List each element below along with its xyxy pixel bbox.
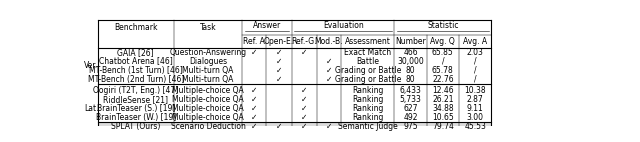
Text: ✓: ✓: [251, 122, 257, 131]
Text: Question-Answering: Question-Answering: [170, 48, 246, 57]
Text: Exact Match: Exact Match: [344, 48, 392, 57]
Text: ✓: ✓: [275, 57, 282, 66]
Text: Avg. Q: Avg. Q: [431, 37, 455, 46]
Text: ✓: ✓: [301, 113, 307, 122]
Text: ✓: ✓: [275, 75, 282, 83]
Text: ✓: ✓: [301, 122, 307, 131]
Text: ✓: ✓: [301, 86, 307, 95]
Text: 2.87: 2.87: [467, 95, 483, 104]
Text: Scenario Deduction: Scenario Deduction: [170, 122, 245, 131]
Text: 26.21: 26.21: [432, 95, 454, 104]
Text: 12.46: 12.46: [432, 86, 454, 95]
Text: ✓: ✓: [275, 122, 282, 131]
Text: /: /: [442, 57, 444, 66]
Text: Ref. A: Ref. A: [243, 37, 265, 46]
Text: Ref.-G.: Ref.-G.: [291, 37, 317, 46]
Text: ✓: ✓: [275, 66, 282, 75]
Text: Grading or Battle: Grading or Battle: [335, 66, 401, 75]
Text: Chatbot Arena [46]: Chatbot Arena [46]: [99, 57, 173, 66]
Text: 3.00: 3.00: [467, 113, 484, 122]
Text: 10.65: 10.65: [432, 113, 454, 122]
Text: ✓: ✓: [301, 104, 307, 113]
Text: /: /: [474, 66, 476, 75]
Text: 492: 492: [403, 113, 418, 122]
Text: 627: 627: [403, 104, 418, 113]
Text: 65.85: 65.85: [432, 48, 454, 57]
Text: Mod.-B.: Mod.-B.: [315, 37, 343, 46]
Text: 22.76: 22.76: [432, 75, 454, 83]
Text: BrainTeaser (W.) [19]: BrainTeaser (W.) [19]: [95, 113, 176, 122]
Text: Evaluation: Evaluation: [323, 21, 364, 30]
Text: ✓: ✓: [301, 95, 307, 104]
Text: Avg. A: Avg. A: [463, 37, 487, 46]
Text: 79.74: 79.74: [432, 122, 454, 131]
Text: 975: 975: [403, 122, 418, 131]
Text: Ranking: Ranking: [352, 104, 383, 113]
Text: ✓: ✓: [251, 104, 257, 113]
Text: Benchmark: Benchmark: [114, 23, 157, 32]
Text: Grading or Battle: Grading or Battle: [335, 75, 401, 83]
Text: 2.03: 2.03: [467, 48, 483, 57]
Text: MT-Bench (1st Turn) [46]: MT-Bench (1st Turn) [46]: [89, 66, 182, 75]
Text: Answer: Answer: [253, 21, 281, 30]
Text: Battle: Battle: [356, 57, 380, 66]
Text: 80: 80: [406, 75, 415, 83]
Text: Task: Task: [200, 23, 216, 32]
Text: ✓: ✓: [251, 95, 257, 104]
Text: Number: Number: [396, 37, 426, 46]
Text: Dialogues: Dialogues: [189, 57, 227, 66]
Text: ✓: ✓: [326, 75, 332, 83]
Text: BrainTeaser (S.) [19]: BrainTeaser (S.) [19]: [97, 104, 175, 113]
Text: 30,000: 30,000: [397, 57, 424, 66]
Text: /: /: [474, 57, 476, 66]
Text: ✓: ✓: [301, 48, 307, 57]
Text: ✓: ✓: [326, 66, 332, 75]
Text: Ranking: Ranking: [352, 95, 383, 104]
Text: Lat.: Lat.: [84, 104, 99, 113]
Text: 9.11: 9.11: [467, 104, 483, 113]
Text: 466: 466: [403, 48, 418, 57]
Text: Open-E.: Open-E.: [264, 37, 294, 46]
Text: 80: 80: [406, 66, 415, 75]
Text: ✓: ✓: [251, 48, 257, 57]
Text: ✓: ✓: [326, 57, 332, 66]
Text: Multiple-choice QA: Multiple-choice QA: [172, 95, 244, 104]
Text: ✓: ✓: [275, 48, 282, 57]
Text: Semantic Judge: Semantic Judge: [338, 122, 398, 131]
Text: Statistic: Statistic: [427, 21, 459, 30]
Text: ✓: ✓: [251, 113, 257, 122]
Text: /: /: [474, 75, 476, 83]
Text: 45.53: 45.53: [464, 122, 486, 131]
Text: Ranking: Ranking: [352, 86, 383, 95]
Text: Multiple-choice QA: Multiple-choice QA: [172, 86, 244, 95]
Text: 10.38: 10.38: [464, 86, 486, 95]
Text: MT-Bench (2nd Turn) [46]: MT-Bench (2nd Turn) [46]: [88, 75, 184, 83]
Text: RiddleSense [21]: RiddleSense [21]: [103, 95, 168, 104]
Text: SPLAT (Ours): SPLAT (Ours): [111, 122, 161, 131]
Bar: [98, 122, 491, 131]
Text: Oogiri (T2T, Eng.) [47]: Oogiri (T2T, Eng.) [47]: [93, 86, 179, 95]
Text: 34.88: 34.88: [432, 104, 454, 113]
Text: 65.78: 65.78: [432, 66, 454, 75]
Text: 6,433: 6,433: [399, 86, 422, 95]
Text: Multiple-choice QA: Multiple-choice QA: [172, 104, 244, 113]
Text: 5,733: 5,733: [399, 95, 422, 104]
Text: Multi-turn QA: Multi-turn QA: [182, 66, 234, 75]
Text: Multiple-choice QA: Multiple-choice QA: [172, 113, 244, 122]
Text: Multi-turn QA: Multi-turn QA: [182, 75, 234, 83]
Text: Assessment: Assessment: [345, 37, 391, 46]
Text: GAIA [26]: GAIA [26]: [118, 48, 154, 57]
Text: ✓: ✓: [251, 86, 257, 95]
Text: Ver.: Ver.: [84, 61, 99, 70]
Text: Ranking: Ranking: [352, 113, 383, 122]
Text: ✓: ✓: [326, 122, 332, 131]
